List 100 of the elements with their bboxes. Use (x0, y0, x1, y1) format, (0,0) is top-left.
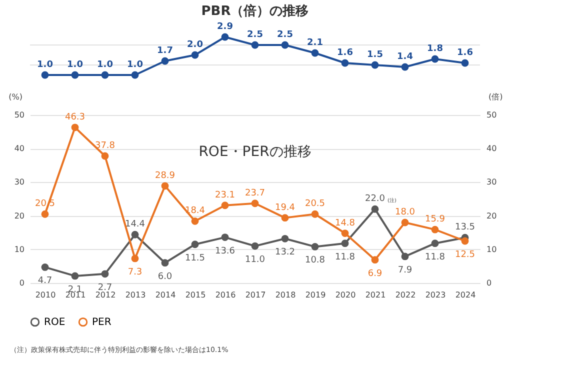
data-label: 1.4 (397, 52, 413, 62)
data-label: 2.5 (277, 30, 293, 40)
legend-label: PER (92, 317, 112, 328)
y2-tick-label: 20 (486, 211, 497, 220)
x-tick-label: 2018 (275, 290, 296, 300)
data-label: 1.6 (457, 48, 473, 58)
point (431, 226, 439, 234)
data-label: 1.0 (37, 60, 53, 70)
x-tick-label: 2012 (95, 290, 116, 300)
point (101, 71, 109, 79)
x-tick-label: 2019 (305, 290, 326, 300)
data-label: 1.5 (367, 50, 383, 60)
x-tick-label: 2013 (125, 290, 146, 300)
legend-label: ROE (44, 317, 66, 328)
x-tick-label: 2023 (425, 290, 446, 300)
data-label: 18.0 (394, 208, 416, 218)
data-label: 12.5 (454, 250, 476, 260)
data-label: 19.4 (274, 202, 296, 213)
point (221, 33, 229, 41)
point (401, 252, 409, 260)
data-label: 15.9 (424, 214, 446, 225)
data-label: 2.1 (307, 38, 323, 48)
data-label: 18.4 (184, 206, 206, 216)
y-axis-title: (%) (8, 92, 22, 102)
point (461, 59, 469, 67)
data-label: 2.5 (247, 30, 263, 40)
point (221, 202, 229, 210)
data-label: 28.9 (154, 170, 176, 181)
y-tick-label: 20 (14, 211, 24, 220)
data-label: 13.6 (214, 246, 236, 256)
point (221, 234, 229, 242)
text: ROE・PERの推移 (198, 144, 312, 160)
x-tick-label: 2016 (215, 290, 236, 300)
point (101, 152, 109, 160)
data-label: 6.0 (158, 272, 172, 282)
data-label: 46.3 (64, 112, 86, 122)
point (71, 71, 79, 79)
point (281, 234, 289, 242)
data-label: 1.8 (427, 44, 443, 54)
x-tick-label: 2021 (365, 290, 386, 300)
y2-tick-label: 0 (486, 278, 492, 288)
data-label: 1.0 (67, 60, 83, 70)
data-label: 23.7 (244, 188, 266, 198)
point (131, 71, 139, 79)
point (191, 217, 199, 225)
point (161, 259, 169, 267)
x-tick-label: 2024 (455, 290, 476, 300)
point (41, 264, 49, 271)
y2-tick-label: 30 (486, 178, 497, 187)
data-label: 2.0 (187, 40, 203, 50)
data-label: 1.7 (157, 46, 173, 56)
point (71, 124, 79, 132)
data-label: 13.5 (454, 222, 476, 233)
point (41, 71, 49, 79)
x-tick-label: 2022 (395, 290, 416, 300)
point (311, 210, 319, 218)
data-label: 2.9 (217, 22, 233, 32)
data-label: 20.5 (304, 199, 326, 210)
data-label: 11.8 (424, 252, 446, 262)
y-tick-label: 10 (14, 244, 24, 254)
x-tick-label: 2017 (245, 290, 266, 300)
point (251, 41, 259, 49)
point (371, 205, 379, 213)
data-label: 11.0 (244, 255, 266, 266)
point (131, 254, 139, 262)
x-tick-label: 2020 (335, 290, 356, 300)
point (431, 240, 439, 248)
data-label: 11.8 (334, 252, 356, 262)
data-label: 1.6 (337, 48, 353, 58)
y2-tick-label: 50 (486, 110, 497, 120)
point (191, 240, 199, 248)
point (341, 59, 349, 67)
x-tick-label: 2010 (35, 290, 56, 300)
data-label: 37.8 (94, 140, 116, 151)
point (251, 200, 259, 208)
y-tick-label: 30 (14, 178, 24, 187)
x-tick-label: 2015 (185, 290, 206, 300)
x-tick-label: 2014 (155, 290, 176, 300)
point (371, 256, 379, 264)
point (401, 63, 409, 71)
point (401, 218, 409, 226)
data-label: 14.8 (334, 218, 356, 228)
point (41, 210, 49, 218)
data-label: 10.8 (304, 256, 326, 266)
data-label: 4.7 (38, 276, 52, 286)
data-label: 22.0 (364, 194, 386, 204)
y-tick-label: 0 (19, 278, 24, 288)
point (311, 243, 319, 250)
x-tick-label: 2011 (65, 290, 86, 300)
data-label: 7.3 (128, 267, 142, 278)
point (461, 237, 469, 245)
point (431, 55, 439, 63)
point (281, 41, 289, 49)
y-tick-label: 50 (14, 110, 24, 120)
point (191, 51, 199, 59)
point (341, 230, 349, 237)
point (131, 230, 139, 238)
point (281, 214, 289, 222)
point (311, 49, 319, 57)
data-label: 13.2 (274, 248, 296, 258)
